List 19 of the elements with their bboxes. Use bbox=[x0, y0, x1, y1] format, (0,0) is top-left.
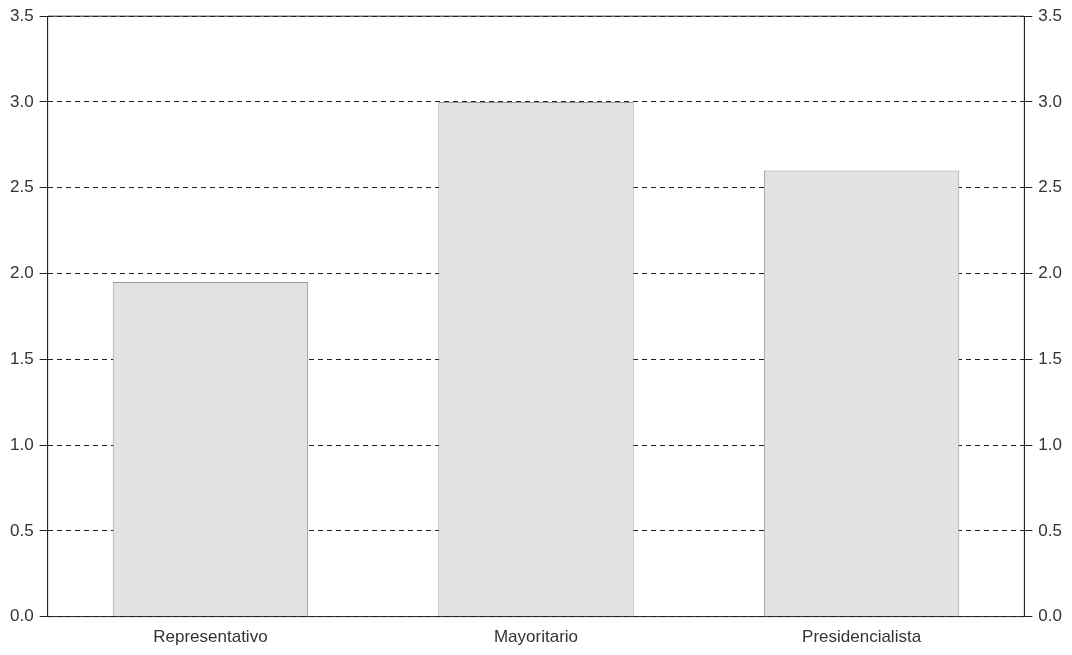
y-tick-label: 0.0 bbox=[9, 606, 34, 626]
y2-tick-label: 2.0 bbox=[1038, 263, 1063, 283]
y2-tick-label: 1.5 bbox=[1038, 348, 1063, 368]
y-tick-label: 1.5 bbox=[9, 348, 34, 368]
y-tick-label: 3.5 bbox=[9, 5, 34, 25]
y-tick-label: 3.0 bbox=[9, 91, 34, 111]
y2-tick-label: 1.0 bbox=[1038, 434, 1063, 454]
y2-tick-label: 3.5 bbox=[1038, 5, 1063, 25]
y2-tick-label: 3.0 bbox=[1038, 91, 1063, 111]
x-tick-label: Mayoritario bbox=[493, 627, 579, 647]
y-tick-label: 2.5 bbox=[9, 177, 34, 197]
y-tick-label: 1.0 bbox=[9, 434, 34, 454]
x-tick-label: Presidencialista bbox=[802, 627, 922, 647]
y2-tick-label: 0.5 bbox=[1038, 520, 1063, 540]
x-tick-label: Representativo bbox=[153, 627, 268, 647]
y2-tick-label: 2.5 bbox=[1038, 177, 1063, 197]
y-tick-label: 2.0 bbox=[9, 263, 34, 283]
y2-tick-label: 0.0 bbox=[1038, 606, 1063, 626]
y-tick-label: 0.5 bbox=[9, 520, 34, 540]
